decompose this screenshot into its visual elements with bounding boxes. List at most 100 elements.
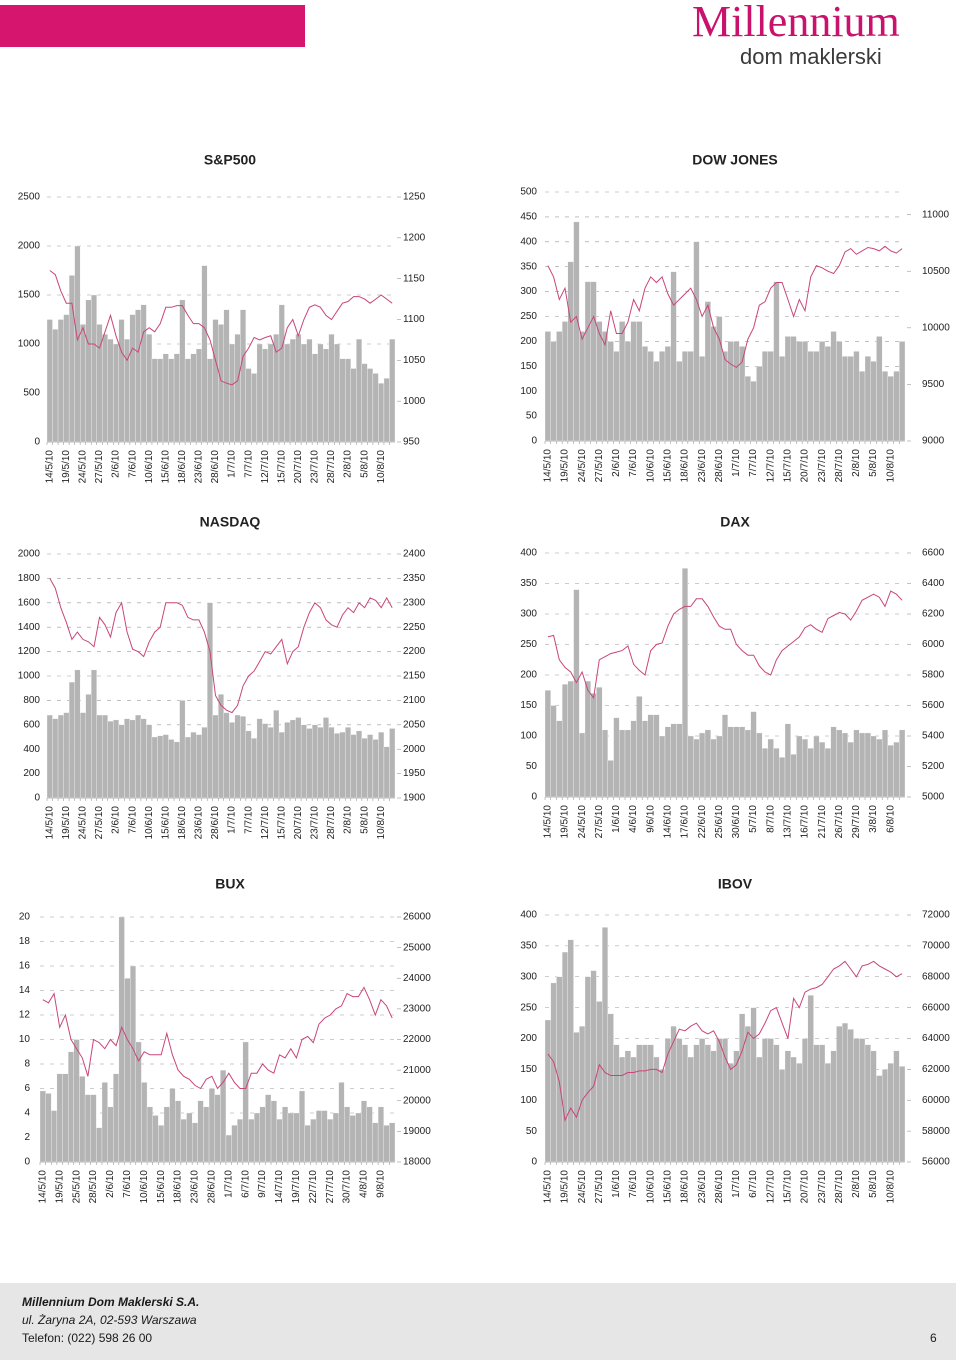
bar [836, 729, 843, 798]
y2-tick-label: 9000 [922, 436, 945, 447]
bar [619, 321, 626, 442]
bar [225, 1134, 232, 1163]
bar [190, 353, 197, 443]
y-tick-label: 250 [520, 311, 537, 322]
x-tick-label: 18/6/10 [177, 450, 188, 484]
bar [295, 334, 302, 443]
y-tick-label: 300 [520, 609, 537, 620]
x-tick-label: 18/6/10 [680, 449, 691, 483]
x-tick-label: 15/6/10 [156, 1170, 167, 1204]
x-tick-label: 2/6/10 [105, 1170, 116, 1198]
bar [636, 696, 643, 798]
bar [727, 341, 734, 442]
bar [824, 346, 831, 442]
bar [750, 711, 757, 798]
bar [624, 341, 631, 442]
x-tick-label: 6/7/10 [748, 1170, 759, 1198]
bar [338, 1082, 345, 1163]
bar [356, 338, 363, 443]
bar [140, 718, 147, 799]
x-tick-label: 19/7/10 [291, 1170, 302, 1204]
y2-tick-label: 6200 [922, 609, 945, 620]
bar [214, 1094, 221, 1163]
bar [819, 341, 826, 442]
x-tick-label: 10/8/10 [885, 1170, 896, 1204]
y2-tick-label: 2050 [403, 719, 426, 730]
bar [853, 729, 860, 798]
x-tick-label: 23/6/10 [194, 806, 205, 840]
bar [372, 739, 379, 799]
x-tick-label: 10/6/10 [144, 450, 155, 484]
bar [761, 1038, 769, 1163]
bar [135, 714, 142, 799]
bar [744, 1026, 751, 1163]
y2-tick-label: 2300 [403, 597, 426, 608]
bar [256, 343, 263, 443]
bar [601, 331, 609, 442]
x-tick-label: 12/7/10 [260, 806, 271, 840]
bar [102, 714, 108, 799]
bar [756, 366, 763, 442]
bar [801, 738, 809, 798]
bar [573, 1032, 580, 1163]
x-tick-label: 20/7/10 [800, 449, 811, 483]
bar [229, 343, 235, 443]
x-tick-label: 1/7/10 [731, 1170, 742, 1198]
bar [293, 1112, 300, 1163]
bar [361, 738, 368, 799]
bar [91, 669, 97, 799]
bar [590, 281, 597, 442]
y2-tick-label: 23000 [403, 1004, 431, 1015]
y2-tick-label: 2350 [403, 573, 426, 584]
bar [556, 720, 563, 798]
bar [807, 995, 814, 1163]
bar [317, 727, 324, 799]
bar [74, 669, 81, 799]
x-tick-label: 27/5/10 [94, 806, 105, 840]
bar [118, 724, 125, 799]
bar [881, 371, 889, 442]
x-tick-label: 21/7/10 [817, 805, 828, 839]
x-tick-label: 24/5/10 [78, 806, 89, 840]
x-tick-label: 9/8/10 [376, 1170, 387, 1198]
bar [864, 1044, 871, 1163]
bar [841, 732, 849, 798]
y2-tick-label: 5800 [922, 670, 945, 681]
bar [596, 321, 603, 442]
y-tick-label: 500 [23, 388, 40, 399]
y-tick-label: 1200 [18, 646, 41, 657]
bar [124, 978, 131, 1163]
x-tick-label: 28/7/10 [834, 1170, 845, 1204]
bar [613, 351, 620, 442]
x-tick-label: 2/6/10 [111, 450, 122, 478]
y-tick-label: 400 [520, 910, 537, 921]
bar [237, 1118, 244, 1163]
bar [704, 1044, 711, 1163]
bar [567, 261, 574, 442]
y2-tick-label: 26000 [403, 912, 431, 923]
y2-tick-label: 6000 [922, 639, 945, 650]
y-tick-label: 250 [520, 639, 537, 650]
bar [881, 729, 889, 798]
y-tick-label: 0 [531, 436, 537, 447]
bar [607, 760, 614, 798]
y2-tick-label: 24000 [403, 973, 431, 984]
bar [203, 1106, 210, 1163]
index-line [42, 986, 393, 1090]
bar [328, 334, 335, 443]
x-tick-label: 17/6/10 [680, 805, 691, 839]
y-tick-label: 300 [520, 286, 537, 297]
x-tick-label: 14/5/10 [37, 1170, 48, 1204]
bar [607, 1013, 614, 1163]
bar [647, 1044, 654, 1163]
y-tick-label: 0 [34, 437, 40, 448]
bar [699, 732, 706, 798]
company: Millennium Dom Maklerski S.A. [22, 1295, 200, 1309]
bar [613, 717, 620, 798]
bar [79, 1076, 86, 1163]
bar [201, 727, 208, 799]
x-tick-label: 7/6/10 [127, 450, 138, 478]
bar [52, 329, 59, 443]
y2-tick-label: 5200 [922, 761, 945, 772]
bar [721, 714, 729, 798]
